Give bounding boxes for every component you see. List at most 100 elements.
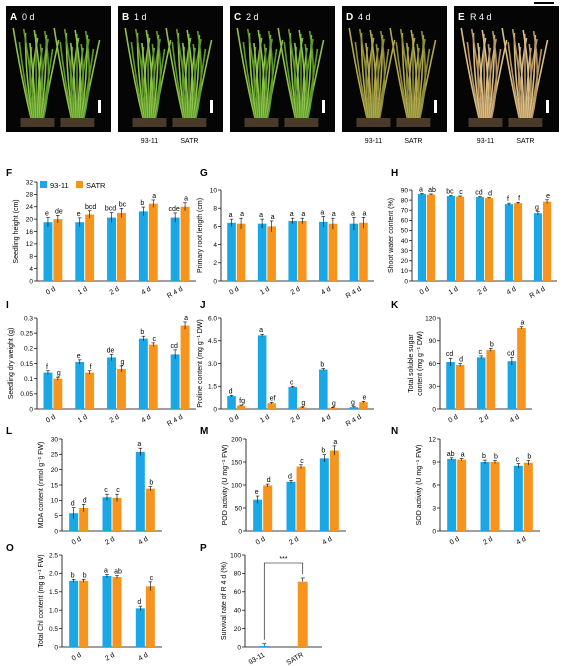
- bar: [475, 197, 484, 281]
- significance-letter: d: [83, 497, 87, 504]
- x-tick-label: 2 d: [104, 536, 116, 547]
- x-tick-label: R 4 d: [529, 286, 547, 300]
- bar: [328, 407, 338, 409]
- leaf-blade: [378, 30, 386, 119]
- significance-letter: b: [527, 453, 531, 460]
- photo-background: [6, 6, 111, 132]
- leaf-blade: [195, 30, 203, 119]
- scale-bar: [434, 100, 437, 113]
- significance-letter: b: [321, 448, 325, 455]
- x-tick-label: 0 d: [71, 536, 83, 547]
- panel-label: M: [200, 426, 208, 437]
- leaf-blade: [141, 42, 149, 119]
- significance-letter: a: [351, 210, 355, 217]
- y-tick-label: 0: [213, 406, 217, 413]
- leaf-blade: [257, 29, 265, 119]
- y-tick-label: 12: [26, 241, 34, 248]
- leaf-blade: [527, 43, 532, 119]
- leaf-blade: [242, 41, 257, 119]
- significance-letter: b: [482, 453, 486, 460]
- significance-letter: de: [55, 208, 63, 215]
- bar: [43, 372, 53, 409]
- leaf-blade: [415, 43, 420, 119]
- x-tick-label: 4 d: [140, 286, 152, 297]
- photo-title: 2 d: [246, 12, 259, 22]
- significance-letter: a: [363, 210, 367, 217]
- bar: [455, 365, 465, 409]
- significance-letter: a: [332, 211, 336, 218]
- significance-letter: b: [71, 572, 75, 579]
- x-tick-label: 4 d: [506, 286, 518, 297]
- bar: [427, 194, 436, 281]
- x-tick-label: 0 d: [419, 286, 431, 297]
- leaf-blade: [419, 30, 427, 119]
- significance-letter: a: [152, 193, 156, 200]
- y-tick-label: 2.0: [49, 571, 58, 578]
- significance-label: ***: [279, 556, 287, 563]
- bar: [112, 497, 122, 531]
- photo-label-93-11: 93-11: [477, 138, 494, 145]
- significance-letter: fg: [239, 398, 245, 405]
- y-tick-label: 6: [213, 224, 217, 231]
- bar: [359, 222, 368, 281]
- significance-letter: f: [518, 195, 520, 202]
- panel-label: P: [200, 543, 207, 554]
- bar: [102, 497, 112, 531]
- y-tick-label: 15: [51, 482, 59, 489]
- y-tick-label: 3.0: [208, 361, 217, 368]
- panel-label: H: [391, 168, 398, 179]
- photo-label-satr: SATR: [516, 138, 534, 145]
- y-axis-label: Survival rate of R 4 d (%): [221, 562, 228, 640]
- scale-marker: [534, 2, 554, 4]
- bar: [138, 338, 148, 409]
- x-tick-label: 4 d: [509, 414, 521, 425]
- soil-pot: [20, 118, 55, 127]
- bar: [263, 485, 273, 531]
- significance-letter: c: [300, 458, 304, 465]
- significance-letter: d: [267, 477, 271, 484]
- bar: [253, 499, 263, 531]
- y-axis-label: MDA content (nmol g⁻¹ FW): [38, 442, 45, 529]
- legend-label-satr: SATR: [86, 181, 106, 190]
- leaf-blade: [307, 30, 315, 119]
- photo-background: [230, 6, 335, 132]
- x-tick-label: 2 d: [482, 536, 494, 547]
- x-tick-label: 1 d: [259, 286, 271, 297]
- significance-letter: cd: [475, 190, 483, 197]
- bar: [319, 221, 328, 281]
- bar: [523, 462, 533, 531]
- significance-letter: e: [77, 353, 81, 360]
- leaf-blade: [42, 30, 50, 119]
- bar: [349, 407, 359, 409]
- bar: [480, 462, 490, 531]
- bar: [298, 220, 307, 281]
- panel-label: C: [234, 12, 241, 23]
- x-tick-label: R 4 d: [166, 414, 184, 428]
- panel-label: A: [10, 12, 17, 23]
- x-tick-label: 0 d: [228, 414, 240, 425]
- photo-title: 0 d: [22, 12, 35, 22]
- y-tick-label: 30: [401, 248, 409, 255]
- bar: [75, 361, 85, 409]
- leaf-blade: [29, 42, 37, 119]
- y-tick-label: 3: [432, 505, 436, 512]
- significance-letter: d: [229, 388, 233, 395]
- panel-label: J: [200, 300, 206, 311]
- y-tick-label: 50: [401, 228, 409, 235]
- y-tick-label: 60: [429, 361, 437, 368]
- leaf-blade: [263, 43, 268, 119]
- y-tick-label: 1.5: [208, 384, 217, 391]
- y-tick-label: 2: [213, 260, 217, 267]
- significance-letter: c: [516, 457, 520, 464]
- x-tick-label: 2 d: [109, 414, 121, 425]
- bar: [170, 217, 180, 281]
- leaf-blade: [82, 39, 101, 119]
- y-tick-label: 0: [54, 528, 58, 535]
- y-tick-label: 70: [401, 208, 409, 215]
- leaf-blade: [530, 39, 549, 119]
- leaf-blade: [134, 28, 148, 119]
- y-tick-label: 0: [432, 528, 436, 535]
- y-tick-label: 12: [429, 436, 437, 443]
- panel-label: E: [458, 12, 465, 23]
